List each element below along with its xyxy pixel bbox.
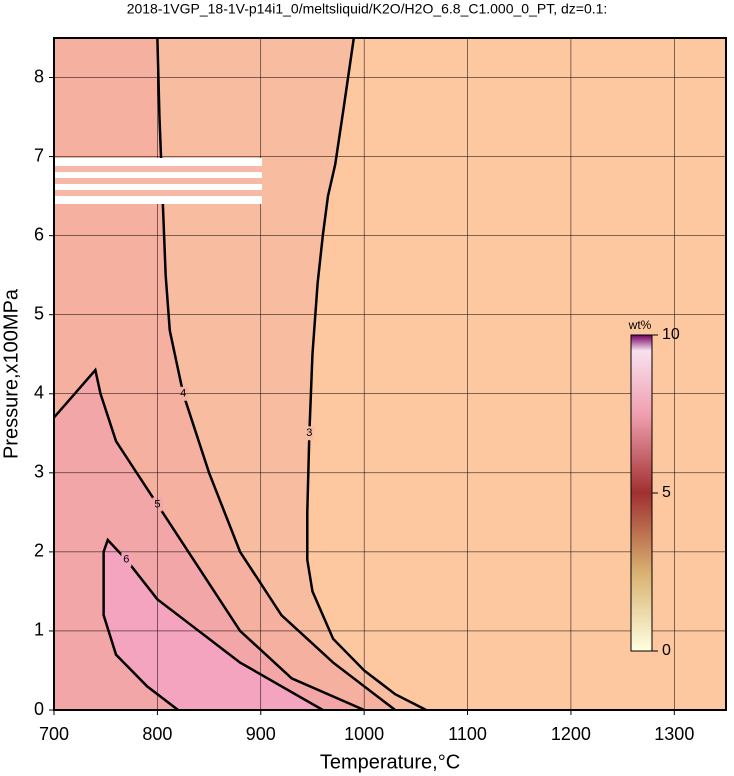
axes: 700 800 900 1000 1100 1200 1300 0 1 2 3 4 5 6 7 8 [34,37,727,744]
y-tick-label: 1 [34,620,44,640]
y-tick-label: 8 [34,66,44,86]
y-tick-label: 4 [34,383,44,403]
contour-label: 3 [306,427,312,439]
y-tick-label: 3 [34,462,44,482]
x-tick-label: 1300 [654,724,694,744]
colorbar [630,334,653,652]
y-tick-label: 7 [34,145,44,165]
x-tick-label: 1000 [344,724,384,744]
chart-title: 2018-1VGP_18-1V-p14i1_0/meltsliquid/K2O/… [127,1,608,17]
band-stripe [54,178,262,184]
y-tick-label: 6 [34,224,44,244]
contour-label-bg [304,426,315,441]
artifact-band [54,158,262,204]
colorbar-tick-label: 0 [662,642,671,659]
colorbar-label: wt% [628,318,652,332]
x-tick-label: 1100 [448,724,487,744]
y-tick-label: 0 [34,699,44,719]
x-tick-label: 800 [142,724,172,744]
y-tick-label: 2 [34,541,44,561]
contour-line [102,537,324,710]
x-tick-label: 1200 [551,724,591,744]
band-stripe [54,190,262,196]
colorbar-tick-label: 10 [662,326,680,343]
y-tick-label: 5 [34,303,44,323]
x-tick-label: 900 [246,724,276,744]
x-axis-label: Temperature,°C [320,751,460,773]
colorbar-tick-label: 5 [662,484,671,501]
contour-label: 6 [123,554,129,566]
y-axis-label: Pressure,x100MPa [0,288,22,459]
x-tick-label: 700 [39,724,69,744]
contour-label-bg [121,552,132,567]
plot-frame [53,37,727,711]
band-stripe [54,166,262,172]
contour-fill [54,540,323,710]
